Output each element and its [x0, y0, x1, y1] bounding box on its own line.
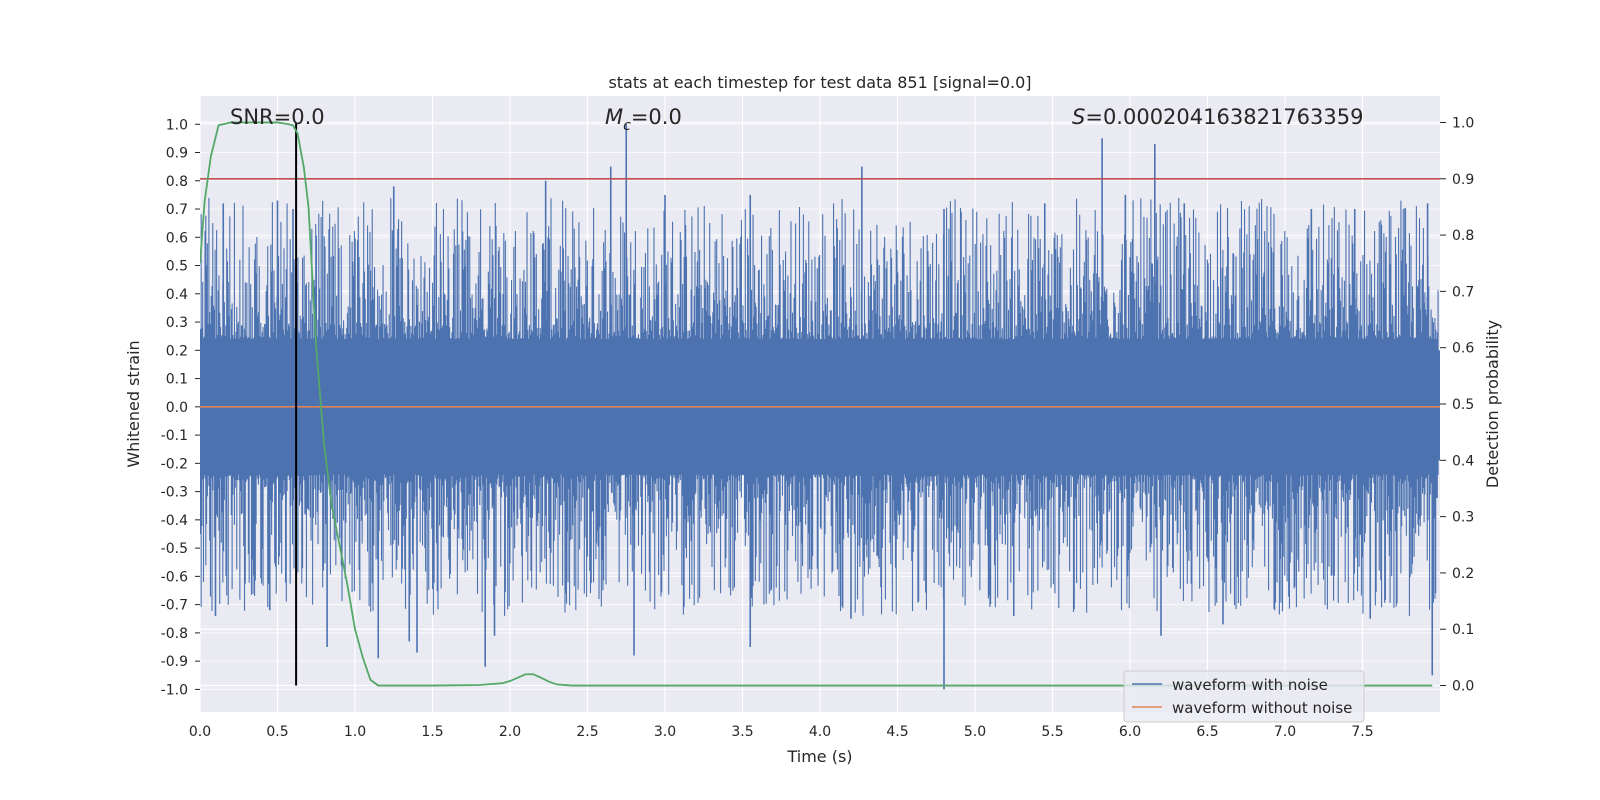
mc-value: =0.0: [631, 105, 682, 129]
y-tick-label-2: 0.8: [166, 174, 188, 190]
y-tick-label-6: 0.4: [166, 287, 188, 303]
legend-noise-label: waveform with noise: [1172, 676, 1328, 694]
mc-subscript: c: [623, 118, 631, 134]
x-tick-label-0: 0.0: [189, 724, 211, 740]
y2-tick-label-6: 0.4: [1452, 453, 1474, 469]
s-value: =0.000204163821763359: [1085, 105, 1363, 129]
s-annotation: S=0.000204163821763359: [1072, 105, 1363, 129]
mc-symbol: M: [605, 105, 623, 129]
y2-tick-label-4: 0.6: [1452, 341, 1474, 357]
s-symbol: S: [1072, 105, 1085, 129]
y2-tick-label-9: 0.1: [1452, 622, 1474, 638]
y-tick-label-16: -0.6: [161, 569, 188, 585]
y-tick-label-7: 0.3: [166, 315, 188, 331]
x-tick-label-14: 7.0: [1274, 724, 1296, 740]
snr-annotation: SNR=0.0: [230, 105, 325, 129]
x-axis-label: Time (s): [786, 747, 852, 766]
y-tick-label-5: 0.5: [166, 259, 188, 275]
y2-tick-label-5: 0.5: [1452, 397, 1474, 413]
y-tick-label-20: -1.0: [161, 682, 188, 698]
mc-annotation: Mc=0.0: [605, 105, 682, 134]
noise-waveform-layer: [200, 124, 1440, 690]
legend: waveform with noise waveform without noi…: [1123, 670, 1365, 723]
y2-tick-label-0: 1.0: [1452, 115, 1474, 131]
x-tick-label-9: 4.5: [886, 724, 908, 740]
y-tick-label-15: -0.5: [161, 541, 188, 557]
x-tick-label-10: 5.0: [964, 724, 986, 740]
x-tick-label-7: 3.5: [731, 724, 753, 740]
y-tick-label-3: 0.7: [166, 202, 188, 218]
y-tick-label-11: -0.1: [161, 428, 188, 444]
x-tick-label-1: 0.5: [266, 724, 288, 740]
y2-axis-ticks: 1.0 0.9 0.8 0.7 0.6 0.5 0.4 0.3 0.2 0.1 0.0: [1440, 115, 1474, 695]
x-tick-label-11: 5.5: [1041, 724, 1063, 740]
y-tick-label-12: -0.2: [161, 456, 188, 472]
y-tick-label-19: -0.9: [161, 654, 188, 670]
y-tick-label-8: 0.2: [166, 343, 188, 359]
y-tick-label-17: -0.7: [161, 598, 188, 614]
y2-tick-label-7: 0.3: [1452, 510, 1474, 526]
x-tick-label-13: 6.5: [1196, 724, 1218, 740]
y2-tick-label-3: 0.7: [1452, 284, 1474, 300]
y-tick-label-10: 0.0: [166, 400, 188, 416]
y-tick-label-9: 0.1: [166, 372, 188, 388]
y2-axis-label: Detection probability: [1483, 320, 1502, 488]
x-tick-label-3: 1.5: [421, 724, 443, 740]
x-axis-ticks: 0.0 0.5 1.0 1.5 2.0 2.5 3.0 3.5 4.0 4.5 5.0 5.5 6.0 6…: [189, 724, 1374, 740]
y-tick-label-18: -0.8: [161, 626, 188, 642]
y2-tick-label-1: 0.9: [1452, 172, 1474, 188]
noise-waveform-core: [200, 350, 1440, 461]
x-tick-label-15: 7.5: [1351, 724, 1373, 740]
y-tick-label-13: -0.3: [161, 485, 188, 501]
x-tick-label-2: 1.0: [344, 724, 366, 740]
y-axis-ticks: 1.0 0.9 0.8 0.7 0.6 0.5 0.4 0.3 0.2 0.1 0.0 -0.1 -0.…: [161, 117, 200, 698]
y-axis-label: Whitened strain: [124, 340, 143, 467]
y-tick-label-1: 0.9: [166, 146, 188, 162]
chart-title: stats at each timestep for test data 851…: [608, 73, 1031, 92]
y2-tick-label-2: 0.8: [1452, 228, 1474, 244]
y2-tick-label-10: 0.0: [1452, 679, 1474, 695]
x-tick-label-8: 4.0: [809, 724, 831, 740]
probability-layer: [200, 121, 1433, 687]
legend-clean-label: waveform without noise: [1172, 699, 1352, 717]
y2-tick-label-8: 0.2: [1452, 566, 1474, 582]
x-tick-label-5: 2.5: [576, 724, 598, 740]
x-tick-label-4: 2.0: [499, 724, 521, 740]
x-tick-label-12: 6.0: [1119, 724, 1141, 740]
legend-box: [1123, 670, 1365, 723]
x-tick-label-6: 3.0: [654, 724, 676, 740]
y-tick-label-0: 1.0: [166, 117, 188, 133]
y-tick-label-14: -0.4: [161, 513, 188, 529]
y-tick-label-4: 0.6: [166, 230, 188, 246]
probability-curve: [200, 121, 1433, 687]
